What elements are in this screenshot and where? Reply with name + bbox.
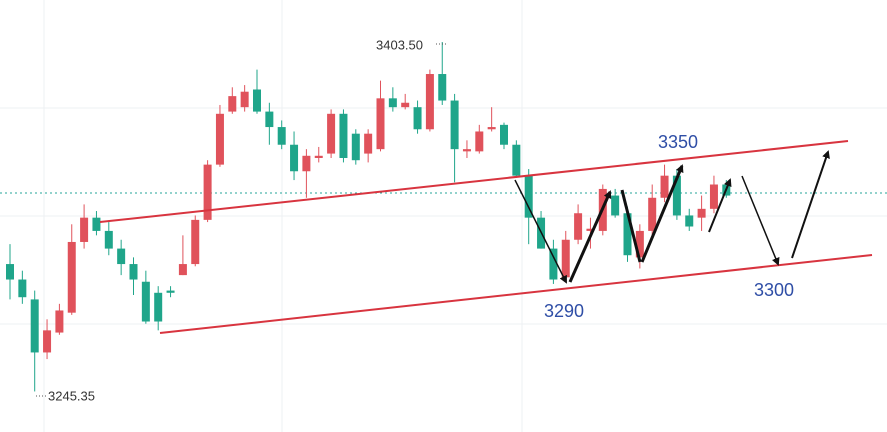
arrow	[791, 150, 830, 259]
candle-body	[672, 175, 681, 216]
support-label: 3290	[544, 301, 584, 321]
candle-body	[351, 133, 360, 161]
candle-body	[30, 299, 39, 353]
candle-body	[228, 96, 237, 112]
candles	[6, 41, 731, 392]
candle-body	[401, 102, 410, 108]
candle-body	[80, 217, 89, 242]
candle-body	[376, 98, 385, 150]
candle-body	[487, 127, 496, 130]
candle-body	[500, 124, 508, 145]
candle-body	[141, 281, 150, 322]
resistance-line	[99, 140, 849, 223]
candle-body	[203, 164, 212, 220]
candle-body	[290, 144, 299, 172]
candle-body	[302, 155, 311, 172]
candle-body	[129, 264, 138, 280]
candle-body	[364, 133, 373, 154]
candle-body	[92, 217, 101, 231]
candle-body	[475, 131, 484, 152]
arrow	[620, 189, 642, 263]
candle-body	[67, 241, 76, 313]
arrow	[708, 178, 732, 233]
candle-body	[524, 175, 533, 218]
candle-body	[586, 228, 595, 231]
candle-body	[215, 113, 224, 165]
arrow	[514, 179, 567, 284]
candle-body	[154, 292, 163, 322]
high-label: 3403.50	[376, 37, 423, 52]
candle-body	[104, 230, 113, 249]
candle-body	[709, 184, 718, 209]
candle-body	[413, 107, 422, 130]
candle-body	[191, 219, 200, 265]
arrow	[741, 175, 780, 266]
candle-body	[574, 213, 583, 240]
candle-body	[327, 113, 336, 154]
candle-body	[18, 279, 27, 298]
low-label: 3245.35	[48, 388, 95, 403]
target-label: 3300	[754, 280, 794, 300]
candle-body	[6, 264, 14, 280]
candle-body	[55, 310, 64, 333]
arrow	[640, 164, 684, 263]
candle-body	[166, 290, 175, 293]
candle-body	[425, 74, 434, 130]
candle-body	[685, 215, 694, 227]
candle-body	[512, 144, 521, 176]
candle-body	[339, 113, 348, 158]
arrows	[514, 150, 830, 284]
candle-body	[549, 248, 558, 280]
candle-body	[648, 197, 657, 231]
candle-body	[253, 89, 261, 112]
candle-body	[635, 230, 644, 258]
candle-body	[660, 175, 669, 198]
candle-body	[611, 195, 620, 216]
candle-body	[388, 98, 397, 108]
candle-body	[314, 155, 323, 158]
candle-body	[178, 264, 187, 276]
candle-body	[117, 248, 126, 265]
candle-body	[265, 111, 274, 128]
candle-body	[277, 127, 286, 145]
candle-body	[438, 74, 447, 101]
candle-body	[697, 208, 706, 218]
arrow	[568, 190, 612, 283]
candle-body	[43, 330, 52, 353]
candle-body	[623, 213, 632, 256]
candle-body	[462, 149, 471, 152]
candle-body	[561, 239, 570, 278]
channel	[99, 140, 873, 334]
candle-body	[450, 100, 459, 150]
support-line	[159, 254, 873, 334]
candle-body	[240, 91, 249, 108]
resistance-label: 3350	[658, 132, 698, 152]
